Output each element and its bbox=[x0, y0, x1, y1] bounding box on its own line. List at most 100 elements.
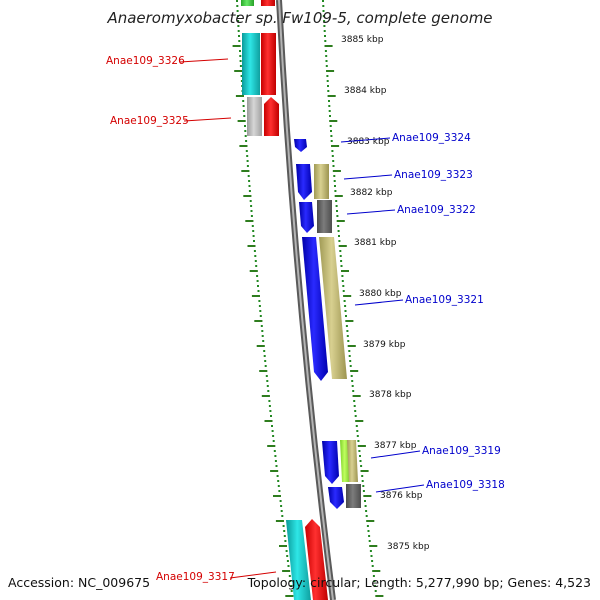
tick-dot bbox=[277, 485, 280, 487]
tick-track-left bbox=[232, 0, 294, 597]
tick-dot bbox=[339, 250, 342, 252]
gene-label-3324[interactable]: Anae109_3324 bbox=[392, 132, 471, 144]
tick-dot bbox=[244, 135, 247, 137]
gene-khaki-3319[interactable] bbox=[347, 440, 358, 482]
tick-dot bbox=[330, 130, 332, 132]
tick-dash bbox=[275, 520, 284, 522]
gene-green-top[interactable] bbox=[241, 0, 254, 6]
tick-dot bbox=[274, 460, 277, 462]
tick-dash bbox=[327, 95, 336, 97]
tick-dash bbox=[235, 95, 244, 97]
gene-label-3318[interactable]: Anae109_3318 bbox=[426, 479, 505, 491]
tick-dash bbox=[267, 445, 276, 447]
tick-dot bbox=[264, 365, 267, 367]
tick-dot bbox=[337, 225, 340, 227]
tick-dash bbox=[239, 145, 248, 147]
gene-blue-3323[interactable] bbox=[296, 164, 312, 200]
tick-dash bbox=[372, 570, 381, 572]
tick-dot bbox=[258, 305, 261, 307]
gene-blue-3322[interactable] bbox=[299, 202, 314, 233]
tick-label-3884: 3884 kbp bbox=[344, 86, 387, 96]
tick-dot bbox=[371, 560, 374, 562]
tick-dash bbox=[261, 395, 270, 397]
tick-dot bbox=[258, 300, 261, 302]
tick-label-3880: 3880 kbp bbox=[359, 289, 402, 299]
gene-red-3325[interactable] bbox=[264, 97, 279, 136]
tick-dot bbox=[245, 140, 248, 142]
tick-dot bbox=[326, 75, 329, 77]
tick-dot bbox=[338, 235, 340, 237]
tick-dot bbox=[341, 275, 344, 277]
tick-dot bbox=[236, 15, 239, 17]
tick-dot bbox=[361, 480, 364, 482]
tick-dot bbox=[349, 360, 352, 362]
leader-3322 bbox=[346, 209, 396, 215]
tick-dot bbox=[286, 555, 289, 557]
gene-label-3326[interactable]: Anae109_3326 bbox=[106, 55, 185, 67]
tick-dot bbox=[329, 125, 332, 127]
tick-dot bbox=[361, 475, 364, 477]
gene-label-3323[interactable]: Anae109_3323 bbox=[394, 169, 473, 181]
tick-dot bbox=[331, 155, 334, 157]
gene-red-3317[interactable] bbox=[305, 519, 328, 600]
tick-dot bbox=[283, 530, 286, 532]
gene-blue-3318[interactable] bbox=[328, 487, 344, 509]
tick-dash bbox=[338, 245, 347, 247]
tick-dot bbox=[345, 315, 347, 317]
tick-dot bbox=[252, 235, 255, 237]
tick-dash bbox=[245, 220, 254, 222]
tick-dot bbox=[338, 240, 341, 242]
tick-dot bbox=[278, 490, 281, 492]
tick-dot bbox=[242, 100, 245, 102]
tick-dash bbox=[241, 170, 250, 172]
gene-khaki-3321[interactable] bbox=[319, 237, 347, 379]
gene-label-3325[interactable]: Anae109_3325 bbox=[110, 115, 189, 127]
gene-label-3322[interactable]: Anae109_3322 bbox=[397, 204, 476, 216]
gene-cyan-3317[interactable] bbox=[286, 520, 311, 600]
gene-khaki-3323[interactable] bbox=[314, 164, 329, 199]
tick-dot bbox=[333, 180, 336, 182]
tick-dot bbox=[348, 350, 351, 352]
tick-dot bbox=[240, 75, 243, 77]
tick-dot bbox=[352, 390, 355, 392]
gene-blue-3321[interactable] bbox=[302, 237, 328, 381]
gene-red-top[interactable] bbox=[261, 0, 276, 95]
tick-dot bbox=[271, 430, 274, 432]
tick-dot bbox=[254, 255, 257, 257]
gene-blue-3319[interactable] bbox=[322, 441, 339, 484]
tick-dot bbox=[238, 40, 241, 42]
tick-dot bbox=[262, 340, 265, 342]
tick-dot bbox=[253, 240, 255, 242]
gene-cyan-top[interactable] bbox=[242, 33, 260, 95]
tick-labels: 3885 kbp 3884 kbp 3883 kbp 3882 kbp 3881… bbox=[341, 35, 430, 552]
tick-dot bbox=[261, 330, 264, 332]
tick-dot bbox=[281, 515, 284, 517]
tick-dot bbox=[346, 335, 349, 337]
gene-blue-3324[interactable] bbox=[294, 139, 307, 152]
tick-dot bbox=[370, 555, 373, 557]
tick-dot bbox=[257, 285, 259, 287]
tick-dot bbox=[362, 485, 365, 487]
gene-darkgray-3318[interactable] bbox=[346, 484, 361, 508]
tick-dot bbox=[330, 140, 333, 142]
tick-dash bbox=[256, 345, 265, 347]
tick-dot bbox=[364, 500, 366, 502]
tick-dash bbox=[251, 295, 260, 297]
gene-label-3317[interactable]: Anae109_3317 bbox=[156, 571, 235, 583]
tick-dot bbox=[330, 135, 333, 137]
tick-dot bbox=[259, 310, 262, 312]
gene-label-3321[interactable]: Anae109_3321 bbox=[405, 294, 484, 306]
tick-dot bbox=[360, 465, 363, 467]
tick-dot bbox=[237, 25, 240, 27]
tick-dot bbox=[274, 455, 277, 457]
tick-dash bbox=[243, 195, 252, 197]
tick-dot bbox=[238, 35, 240, 37]
gene-lightgray-3325[interactable] bbox=[247, 97, 262, 136]
tick-dot bbox=[263, 355, 266, 357]
tick-dot bbox=[264, 360, 267, 362]
tick-dot bbox=[270, 415, 272, 417]
tick-dash bbox=[285, 595, 294, 597]
gene-label-3319[interactable]: Anae109_3319 bbox=[422, 445, 501, 457]
gene-darkgray-3322[interactable] bbox=[317, 200, 332, 233]
tick-dot bbox=[246, 165, 249, 167]
